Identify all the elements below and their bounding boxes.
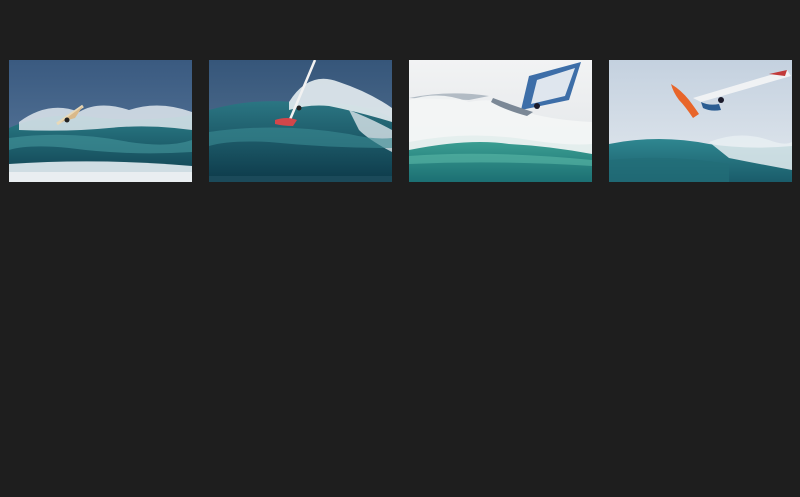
windsurf-photo-4 xyxy=(609,60,792,182)
photo-gallery xyxy=(9,60,792,182)
gallery-thumbnail-1[interactable] xyxy=(9,60,192,182)
gallery-thumbnail-3[interactable] xyxy=(409,60,592,182)
windsurf-photo-3 xyxy=(409,60,592,182)
windsurf-photo-2 xyxy=(209,60,392,182)
windsurf-photo-1 xyxy=(9,60,192,182)
gallery-thumbnail-4[interactable] xyxy=(609,60,792,182)
gallery-thumbnail-2[interactable] xyxy=(209,60,392,182)
